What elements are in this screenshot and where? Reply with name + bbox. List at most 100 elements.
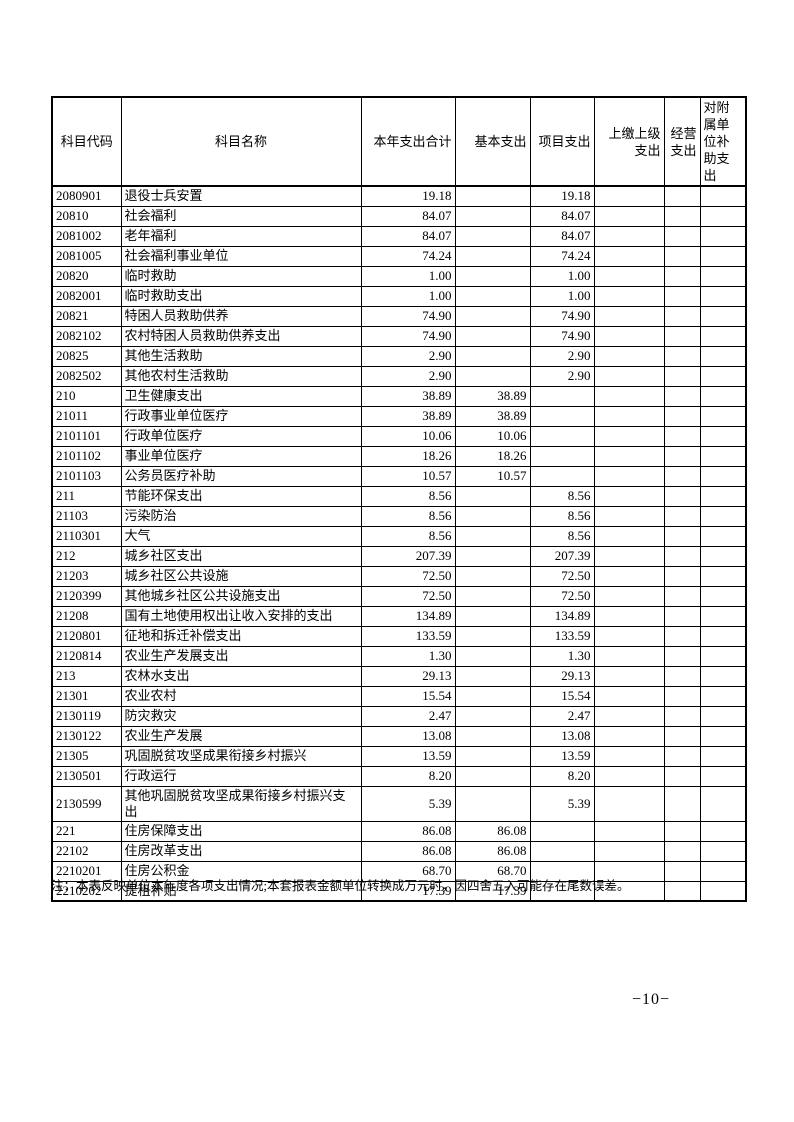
cell-total: 84.07 xyxy=(360,205,456,227)
cell-upper xyxy=(593,325,665,347)
table-row: 2130501 行政运行 8.20 8.20 xyxy=(51,765,747,787)
cell-total: 29.13 xyxy=(360,665,456,687)
cell-basic xyxy=(454,765,531,787)
table-row: 2101102 事业单位医疗 18.26 18.26 xyxy=(51,445,747,467)
cell-name: 临时救助支出 xyxy=(120,285,362,307)
cell-name: 城乡社区公共设施 xyxy=(120,565,362,587)
cell-project xyxy=(529,840,595,862)
cell-subsidy xyxy=(699,565,747,587)
cell-name: 巩固脱贫攻坚成果衔接乡村振兴 xyxy=(120,745,362,767)
column-header-name: 科目名称 xyxy=(120,96,362,187)
cell-code: 211 xyxy=(51,485,122,507)
cell-subsidy xyxy=(699,820,747,842)
cell-basic xyxy=(454,745,531,767)
cell-code: 210 xyxy=(51,385,122,407)
cell-name: 行政事业单位医疗 xyxy=(120,405,362,427)
cell-name: 社会福利 xyxy=(120,205,362,227)
cell-upper xyxy=(593,185,665,207)
cell-project: 134.89 xyxy=(529,605,595,627)
cell-basic xyxy=(454,585,531,607)
cell-basic xyxy=(454,505,531,527)
cell-operating xyxy=(663,285,701,307)
cell-basic xyxy=(454,325,531,347)
cell-operating xyxy=(663,425,701,447)
cell-upper xyxy=(593,505,665,527)
table-row: 2101103 公务员医疗补助 10.57 10.57 xyxy=(51,465,747,487)
cell-total: 18.26 xyxy=(360,445,456,467)
column-header-code: 科目代码 xyxy=(51,96,122,187)
cell-basic xyxy=(454,625,531,647)
cell-upper xyxy=(593,725,665,747)
cell-operating xyxy=(663,705,701,727)
cell-code: 21301 xyxy=(51,685,122,707)
cell-project: 207.39 xyxy=(529,545,595,567)
cell-name: 农业生产发展 xyxy=(120,725,362,747)
cell-project: 29.13 xyxy=(529,665,595,687)
cell-code: 22102 xyxy=(51,840,122,862)
cell-project xyxy=(529,445,595,467)
cell-subsidy xyxy=(699,245,747,267)
cell-subsidy xyxy=(699,840,747,862)
cell-name: 卫生健康支出 xyxy=(120,385,362,407)
cell-name: 防灾救灾 xyxy=(120,705,362,727)
table-row: 2081005 社会福利事业单位 74.24 74.24 xyxy=(51,245,747,267)
cell-upper xyxy=(593,385,665,407)
cell-total: 8.20 xyxy=(360,765,456,787)
cell-upper xyxy=(593,545,665,567)
cell-code: 2120801 xyxy=(51,625,122,647)
table-row: 22102 住房改革支出 86.08 86.08 xyxy=(51,840,747,862)
cell-operating xyxy=(663,565,701,587)
column-header-operating: 经营支出 xyxy=(663,96,701,187)
cell-operating xyxy=(663,205,701,227)
cell-upper xyxy=(593,525,665,547)
cell-name: 临时救助 xyxy=(120,265,362,287)
cell-project: 2.47 xyxy=(529,705,595,727)
cell-total: 17.39 xyxy=(360,880,456,902)
cell-subsidy xyxy=(699,325,747,347)
cell-name: 退役士兵安置 xyxy=(120,185,362,207)
cell-name: 农业农村 xyxy=(120,685,362,707)
cell-operating xyxy=(663,545,701,567)
cell-code: 2080901 xyxy=(51,185,122,207)
cell-project xyxy=(529,465,595,487)
cell-upper xyxy=(593,705,665,727)
cell-subsidy xyxy=(699,345,747,367)
cell-basic xyxy=(454,365,531,387)
cell-basic xyxy=(454,685,531,707)
cell-basic xyxy=(454,665,531,687)
table-row: 21103 污染防治 8.56 8.56 xyxy=(51,505,747,527)
cell-operating xyxy=(663,185,701,207)
column-header-subsidy: 对附属单位补助支出 xyxy=(699,96,747,187)
cell-subsidy xyxy=(699,285,747,307)
table-row: 20825 其他生活救助 2.90 2.90 xyxy=(51,345,747,367)
cell-subsidy xyxy=(699,625,747,647)
cell-basic xyxy=(454,605,531,627)
cell-name: 社会福利事业单位 xyxy=(120,245,362,267)
cell-upper xyxy=(593,645,665,667)
cell-upper xyxy=(593,785,665,822)
cell-code: 20821 xyxy=(51,305,122,327)
cell-basic: 86.08 xyxy=(454,840,531,862)
cell-subsidy xyxy=(699,465,747,487)
cell-basic xyxy=(454,265,531,287)
cell-project: 8.56 xyxy=(529,525,595,547)
cell-operating xyxy=(663,225,701,247)
expenditure-table-body: 2080901 退役士兵安置 19.18 19.18 20810 社会福利 84.07 84.… xyxy=(51,185,747,902)
table-row: 212 城乡社区支出 207.39 207.39 xyxy=(51,545,747,567)
cell-upper xyxy=(593,445,665,467)
table-row: 2210201 住房公积金 68.70 68.70 xyxy=(51,860,747,882)
cell-basic: 86.08 xyxy=(454,820,531,842)
cell-operating xyxy=(663,465,701,487)
table-row: 20821 特困人员救助供养 74.90 74.90 xyxy=(51,305,747,327)
cell-operating xyxy=(663,785,701,822)
cell-subsidy xyxy=(699,385,747,407)
cell-name: 农林水支出 xyxy=(120,665,362,687)
cell-upper xyxy=(593,305,665,327)
table-row: 2082502 其他农村生活救助 2.90 2.90 xyxy=(51,365,747,387)
cell-subsidy xyxy=(699,365,747,387)
cell-operating xyxy=(663,840,701,862)
cell-total: 1.30 xyxy=(360,645,456,667)
cell-basic xyxy=(454,345,531,367)
cell-name: 行政单位医疗 xyxy=(120,425,362,447)
cell-upper xyxy=(593,605,665,627)
